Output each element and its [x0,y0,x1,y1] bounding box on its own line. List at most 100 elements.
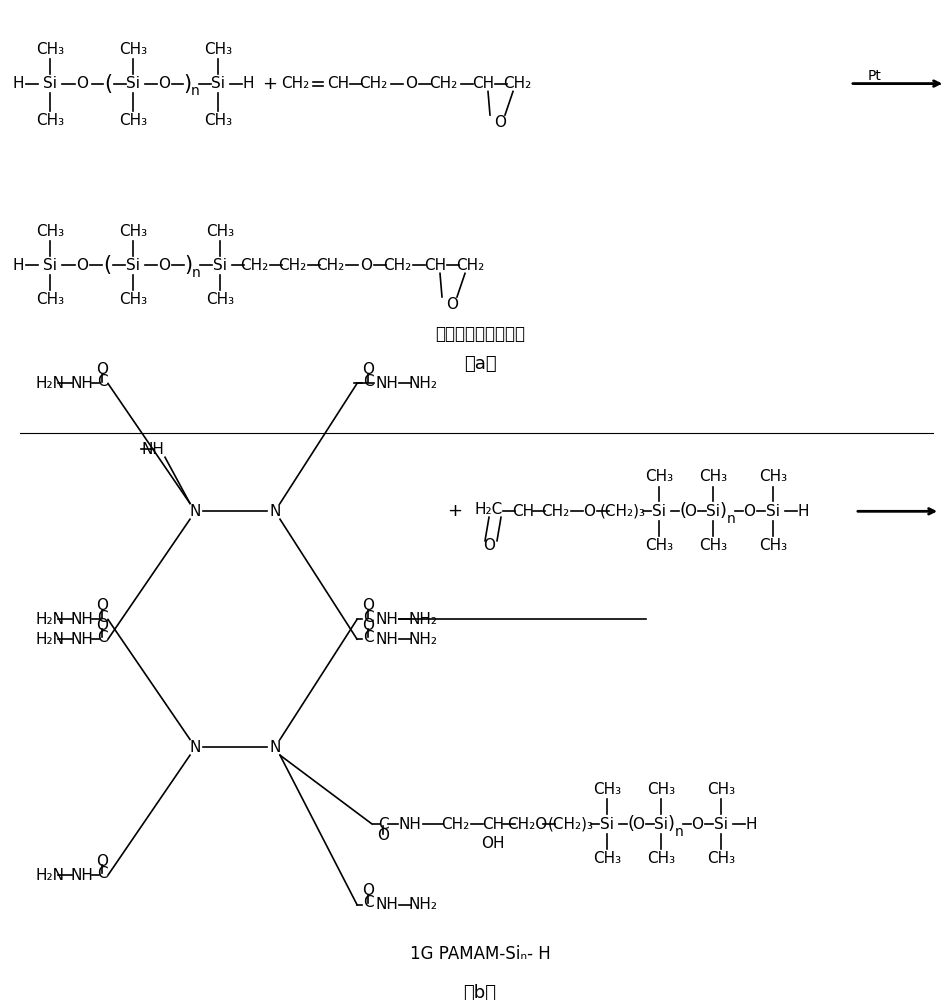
Text: CH₃: CH₃ [119,42,147,57]
Text: OH: OH [481,836,505,851]
Text: O: O [684,504,695,519]
Text: O: O [96,854,108,869]
Text: Si: Si [43,258,57,273]
Text: O: O [362,598,373,613]
Text: CH: CH [327,76,348,91]
Text: n: n [190,84,199,98]
Text: O: O [405,76,417,91]
Text: CH: CH [511,504,533,519]
Text: Si: Si [210,76,225,91]
Text: CH₃: CH₃ [119,113,147,128]
Text: O: O [631,817,644,832]
Text: CH₃: CH₃ [36,113,64,128]
Text: (: ( [679,502,685,520]
Text: CH₃: CH₃ [706,782,734,797]
Text: CH₃: CH₃ [204,42,232,57]
Text: Si: Si [600,817,613,832]
Text: CH₂: CH₂ [455,258,484,273]
Text: Si: Si [126,76,140,91]
Text: CH₂: CH₂ [240,258,268,273]
Text: NH₂: NH₂ [408,612,437,627]
Text: CH₃: CH₃ [645,538,672,553]
Text: C: C [96,630,108,645]
Text: +: + [262,75,277,93]
Text: CH₃: CH₃ [592,782,621,797]
Text: Pt: Pt [867,69,881,83]
Text: H₂N: H₂N [35,376,65,391]
Text: NH: NH [70,868,93,883]
Text: C: C [363,630,373,645]
Text: N: N [189,740,201,755]
Text: Si: Si [126,258,140,273]
Text: CH₂: CH₂ [541,504,568,519]
Text: CH₃: CH₃ [758,538,786,553]
Text: CH₃: CH₃ [36,42,64,57]
Text: O: O [96,618,108,633]
Text: H₂N: H₂N [35,868,65,883]
Text: (CH₂)₃: (CH₂)₃ [600,504,645,519]
Text: N: N [189,504,201,519]
Text: Si: Si [765,504,779,519]
Text: CH₃: CH₃ [698,538,726,553]
Text: NH₂: NH₂ [408,897,437,912]
Text: C: C [363,895,373,910]
Text: ): ) [666,815,674,833]
Text: CH₃: CH₃ [206,292,234,307]
Text: H: H [797,504,808,519]
Text: Si: Si [653,817,667,832]
Text: N: N [269,504,281,519]
Text: C: C [96,866,108,881]
Text: H: H [12,258,24,273]
Text: CH₃: CH₃ [698,469,726,484]
Text: C: C [96,610,108,625]
Text: O: O [76,258,88,273]
Text: CH₃: CH₃ [758,469,786,484]
Text: CH: CH [424,258,446,273]
Text: Si: Si [43,76,57,91]
Text: C: C [377,817,387,832]
Text: H₂N: H₂N [35,632,65,647]
Text: O: O [493,115,506,130]
Text: NH: NH [375,897,398,912]
Text: NH: NH [142,442,165,457]
Text: H: H [12,76,24,91]
Text: 1G PAMAM-Siₙ- H: 1G PAMAM-Siₙ- H [409,945,550,963]
Text: CH₃: CH₃ [645,469,672,484]
Text: CH₂: CH₂ [315,258,344,273]
Text: CH₃: CH₃ [119,224,147,239]
Text: O: O [76,76,88,91]
Text: CH₂: CH₂ [278,258,306,273]
Text: CH₃: CH₃ [204,113,232,128]
Text: CH₃: CH₃ [206,224,234,239]
Text: N: N [269,740,281,755]
Text: CH₂: CH₂ [359,76,387,91]
Text: NH: NH [375,376,398,391]
Text: NH: NH [375,612,398,627]
Text: O: O [158,76,169,91]
Text: O: O [446,297,458,312]
Text: （b）: （b） [463,984,496,1000]
Text: CH: CH [482,817,504,832]
Text: Si: Si [713,817,727,832]
Text: (: ( [104,74,112,94]
Text: NH: NH [70,632,93,647]
Text: (: ( [626,815,634,833]
Text: O: O [96,598,108,613]
Text: CH₂O: CH₂O [506,817,546,832]
Text: +: + [447,502,462,520]
Text: C: C [96,374,108,389]
Text: NH: NH [398,817,421,832]
Text: O: O [360,258,371,273]
Text: O: O [362,883,373,898]
Text: O: O [483,538,494,553]
Text: O: O [377,828,388,843]
Text: (: ( [103,255,111,275]
Text: H₂C: H₂C [474,502,503,517]
Text: CH₃: CH₃ [119,292,147,307]
Text: Si: Si [651,504,665,519]
Text: CH₃: CH₃ [646,782,674,797]
Text: CH₃: CH₃ [646,851,674,866]
Text: CH₃: CH₃ [706,851,734,866]
Text: NH₂: NH₂ [408,632,437,647]
Text: CH₂: CH₂ [441,817,468,832]
